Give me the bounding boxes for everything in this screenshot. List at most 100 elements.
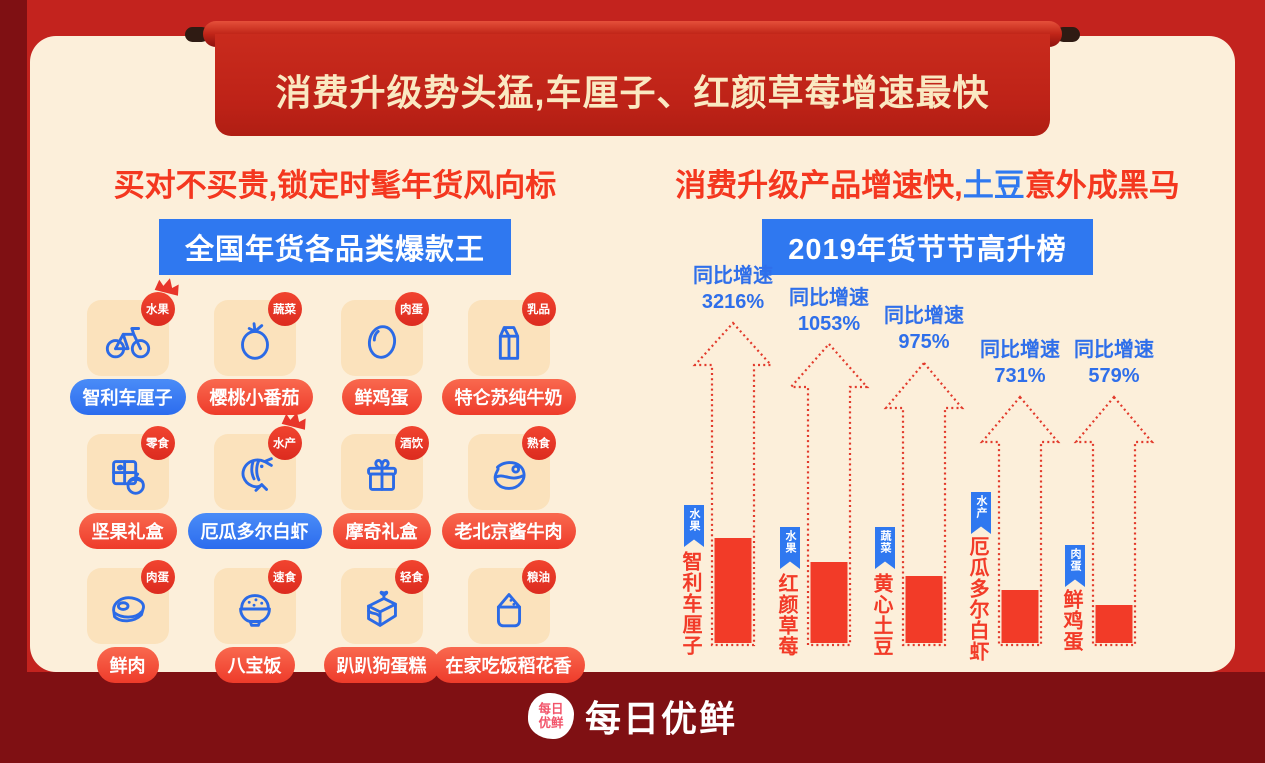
right-section-title: 消费升级产品增速快,土豆意外成黑马 <box>645 160 1210 205</box>
gift-bow-icon <box>366 459 397 491</box>
product-card: 肉蛋 鲜鸡蛋 <box>318 292 445 415</box>
logo-text-line2: 优鲜 <box>538 716 564 730</box>
right-title-part2: 意外成黑马 <box>1024 168 1180 203</box>
bar-category-label: 厄瓜多尔白虾 <box>966 536 988 662</box>
egg-icon <box>367 325 396 359</box>
growth-value: 731% <box>994 365 1046 387</box>
product-tile: 肉蛋 <box>340 292 429 376</box>
product-label: 鲜肉 <box>96 647 159 683</box>
category-badge: 肉蛋 <box>394 292 429 326</box>
right-section-header: 消费升级产品增速快,土豆意外成黑马 2019年货节节高升榜 <box>645 160 1210 275</box>
product-card: 轻食 趴趴狗蛋糕 <box>318 560 445 683</box>
growth-arrow <box>788 342 870 647</box>
product-tile: 酒饮 <box>340 426 429 510</box>
bar <box>810 562 848 643</box>
product-tile: 蔬菜 <box>213 292 302 376</box>
category-ribbon: 肉蛋 <box>1065 545 1085 587</box>
product-card: 水果 智利车厘子 <box>64 278 191 415</box>
growth-label: 同比增速 <box>884 305 964 327</box>
product-card: 粮油 在家吃饭稻花香 <box>432 560 585 683</box>
growth-annotation: 同比增速 579% <box>1039 337 1189 389</box>
left-section-badge: 全国年货各品类爆款王 <box>158 219 511 275</box>
growth-annotation: 同比增速 1053% <box>754 285 904 337</box>
category-badge: 酒饮 <box>394 426 429 460</box>
product-tile: 零食 <box>86 426 175 510</box>
product-label: 摩奇礼盒 <box>332 513 431 549</box>
product-card: 乳品 特仑苏纯牛奶 <box>441 292 576 415</box>
product-tile: 水果 <box>86 278 179 376</box>
right-title-part1: 消费升级产品增速快, <box>675 168 963 203</box>
product-label: 樱桃小番茄 <box>196 379 313 415</box>
product-tile: 水产 <box>213 412 306 510</box>
product-label: 特仑苏纯牛奶 <box>441 379 576 415</box>
product-tile: 速食 <box>213 560 302 644</box>
bar <box>1001 590 1039 643</box>
rice-bag-icon <box>496 593 521 628</box>
bar <box>714 538 752 643</box>
bicycle-icon <box>105 327 150 359</box>
growth-arrow <box>883 361 965 647</box>
product-tile: 粮油 <box>467 560 556 644</box>
category-ribbon: 蔬菜 <box>875 527 895 569</box>
growth-annotation: 同比增速 731% <box>945 337 1095 389</box>
product-tile: 熟食 <box>467 426 556 510</box>
product-card: 水产 厄瓜多尔白虾 <box>187 412 322 549</box>
category-badge: 乳品 <box>521 292 556 326</box>
growth-label: 同比增速 <box>789 287 869 309</box>
product-label: 老北京酱牛肉 <box>441 513 576 549</box>
product-label: 鲜鸡蛋 <box>341 379 422 415</box>
shrimp-icon <box>241 457 273 492</box>
left-section-header: 买对不买贵,锁定时髦年货风向标 全国年货各品类爆款王 <box>55 160 615 275</box>
brand-name: 每日优鲜 <box>584 698 737 739</box>
bar-category-label: 鲜鸡蛋 <box>1060 589 1082 652</box>
banner: 消费升级势头猛,车厘子、红颜草莓增速最快 <box>215 34 1050 136</box>
cake-icon <box>366 590 397 627</box>
category-badge: 速食 <box>267 560 302 594</box>
category-ribbon: 水产 <box>971 492 991 534</box>
bar <box>905 576 943 643</box>
product-tile: 肉蛋 <box>86 560 175 644</box>
right-title-highlight: 土豆 <box>962 168 1025 203</box>
product-label: 在家吃饭稻花香 <box>432 647 585 683</box>
category-badge: 水果 <box>140 292 175 326</box>
left-section-title: 买对不买贵,锁定时髦年货风向标 <box>113 168 557 203</box>
crown-icon <box>154 278 179 296</box>
growth-annotation: 同比增速 3216% <box>658 263 808 315</box>
growth-arrow <box>979 395 1061 647</box>
category-ribbon: 水果 <box>684 505 704 547</box>
product-grid: 水果 智利车厘子 蔬菜 樱桃小番茄 肉蛋 鲜鸡蛋 乳品 <box>64 278 585 683</box>
banner-title: 消费升级势头猛,车厘子、红颜草莓增速最快 <box>275 72 990 113</box>
product-label: 坚果礼盒 <box>78 513 177 549</box>
growth-value: 975% <box>898 331 950 353</box>
banner-knob-right-icon <box>1056 27 1080 42</box>
bar-category-label: 黄心土豆 <box>870 573 892 657</box>
bar-category-label: 红颜草莓 <box>775 573 797 657</box>
steak-icon <box>493 461 525 490</box>
logo-text-line1: 每日 <box>538 701 564 716</box>
category-ribbon: 水果 <box>780 527 800 569</box>
product-card: 蔬菜 樱桃小番茄 <box>191 292 318 415</box>
crown-icon <box>281 412 306 430</box>
product-card: 酒饮 摩奇礼盒 <box>318 426 445 549</box>
footer: 每日 优鲜 每日优鲜 <box>0 690 1265 742</box>
category-badge: 水产 <box>267 426 302 460</box>
growth-value: 579% <box>1088 365 1140 387</box>
product-tile: 乳品 <box>467 292 556 376</box>
bar-category-label: 智利车厘子 <box>679 551 701 656</box>
growth-label: 同比增速 <box>693 265 773 287</box>
growth-chart: 同比增速 3216% 水果 智利车厘子 同比增速 1053% 水果 红颜草莓 同… <box>650 255 1210 662</box>
category-badge: 轻食 <box>394 560 429 594</box>
rice-bowl-icon <box>238 594 271 627</box>
growth-arrow <box>692 321 774 647</box>
product-label: 智利车厘子 <box>69 379 186 415</box>
growth-label: 同比增速 <box>1074 339 1154 361</box>
bar <box>1095 605 1133 643</box>
category-badge: 熟食 <box>521 426 556 460</box>
product-card: 速食 八宝饭 <box>191 560 318 683</box>
category-badge: 零食 <box>140 426 175 460</box>
category-badge: 蔬菜 <box>267 292 302 326</box>
growth-label: 同比增速 <box>980 339 1060 361</box>
product-card: 肉蛋 鲜肉 <box>64 560 191 683</box>
growth-value: 1053% <box>797 313 861 335</box>
tomato-icon <box>240 322 269 360</box>
